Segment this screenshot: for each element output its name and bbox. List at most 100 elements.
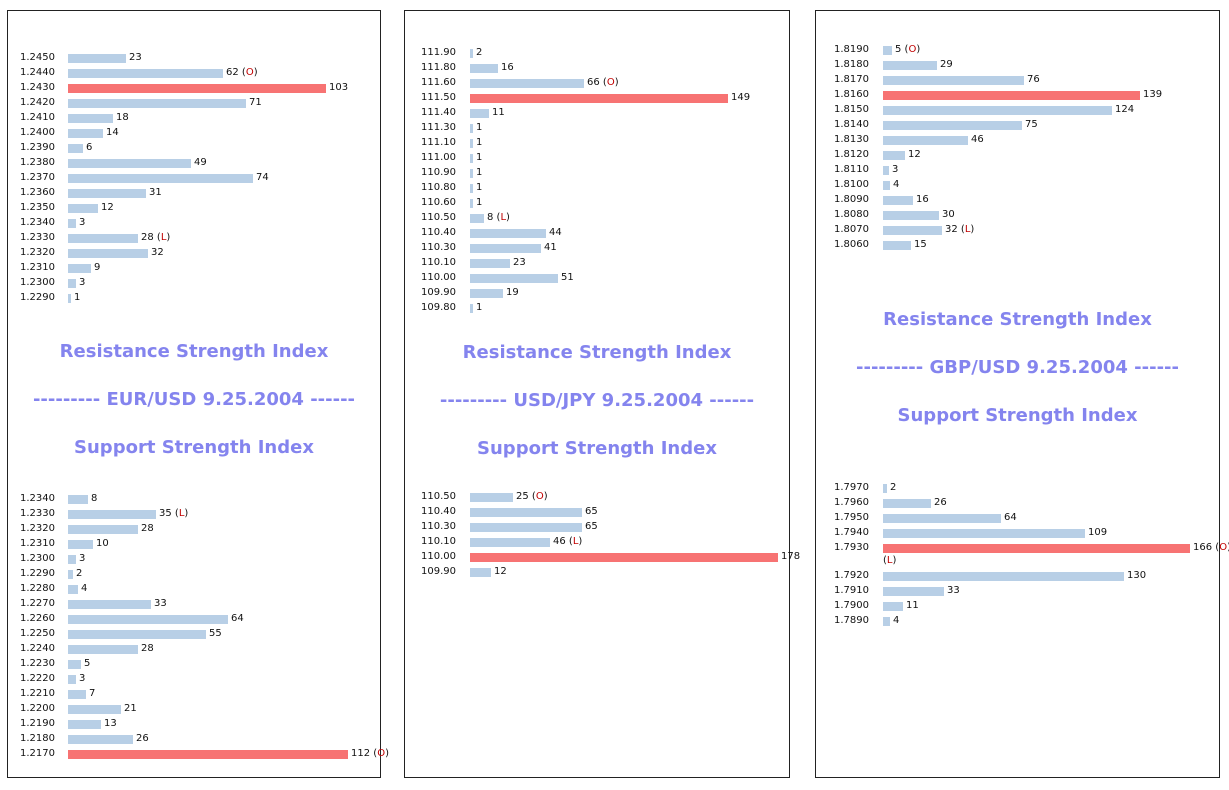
pair-title: --------- USD/JPY 9.25.2004 ------ (439, 390, 755, 411)
strength-bar (68, 99, 246, 108)
strength-value-label: 3 (79, 217, 85, 229)
price-level-label: 1.2320 (20, 523, 55, 534)
strength-value: 3 (79, 673, 86, 684)
strength-value-label: 31 (149, 187, 162, 199)
strength-value: 64 (1004, 512, 1017, 523)
strength-bar (883, 181, 890, 190)
price-level-label: 110.50 (421, 491, 456, 502)
price-level-label: 110.10 (421, 536, 456, 547)
strength-value: 166 (1193, 542, 1213, 553)
strength-bar (68, 234, 138, 243)
resistance-row: 111.60 66 (O) (405, 76, 789, 91)
support-row: 1.2310 10 (8, 537, 380, 552)
price-level-label: 1.8150 (834, 104, 869, 115)
strength-value: 21 (124, 703, 137, 714)
resistance-row: 1.2440 62 (O) (8, 66, 380, 81)
price-level-label: 109.80 (421, 302, 456, 313)
price-level-label: 1.8160 (834, 89, 869, 100)
strength-value: 35 (159, 508, 172, 519)
strength-value-label: 6 (86, 142, 92, 154)
strength-bar (470, 214, 484, 223)
strength-value: 7 (89, 688, 96, 699)
strength-value-label: 71 (249, 97, 262, 109)
resistance-row: 110.40 44 (405, 226, 789, 241)
strength-value-label: 66 (O) (587, 77, 619, 88)
resistance-row: 1.2300 3 (8, 276, 380, 291)
resistance-row: 111.00 1 (405, 151, 789, 166)
strength-value-label: 76 (1027, 74, 1040, 86)
strength-value: 32 (151, 247, 164, 258)
price-level-label: 110.40 (421, 506, 456, 517)
strength-bar (470, 568, 491, 577)
strength-value: 149 (731, 92, 751, 103)
strength-value: 32 (945, 224, 958, 235)
strength-value: 4 (893, 179, 900, 190)
strength-bar (68, 675, 76, 684)
strength-bar (470, 169, 473, 178)
strength-value-label: 3 (892, 164, 898, 176)
price-level-label: 110.30 (421, 242, 456, 253)
strength-value: 30 (942, 209, 955, 220)
strength-value: 4 (893, 615, 900, 626)
support-row: 1.2340 8 (8, 492, 380, 507)
tag-marker: O (377, 748, 386, 759)
price-level-label: 1.8060 (834, 239, 869, 250)
strength-value-label: 1 (476, 167, 482, 179)
price-level-label: 1.2250 (20, 628, 55, 639)
strength-value-label: 3 (79, 277, 85, 289)
resistance-row: 1.2310 9 (8, 261, 380, 276)
resistance-row: 1.8060 15 (816, 238, 1219, 253)
strength-value: 103 (329, 82, 349, 93)
strength-bar (68, 114, 113, 123)
strength-value: 76 (1027, 74, 1040, 85)
price-level-label: 1.2230 (20, 658, 55, 669)
resistance-row: 1.8070 32 (L) (816, 223, 1219, 238)
strength-value: 46 (971, 134, 984, 145)
strength-bar (68, 129, 103, 138)
support-row: 1.7910 33 (816, 584, 1219, 599)
price-level-label: 1.8190 (834, 44, 869, 55)
strength-bar (883, 572, 1124, 581)
strength-bar (470, 304, 473, 313)
price-level-label: 1.2410 (20, 112, 55, 123)
resistance-row: 1.2330 28 (L) (8, 231, 380, 246)
strength-bar (883, 121, 1022, 130)
price-level-label: 1.8140 (834, 119, 869, 130)
strength-bar-max (68, 750, 348, 759)
strength-value: 51 (561, 272, 574, 283)
strength-bar (470, 259, 510, 268)
resistance-heading: Resistance Strength Index (59, 341, 329, 362)
tag-marker: O (606, 77, 615, 88)
strength-bar (68, 279, 76, 288)
resistance-heading: Resistance Strength Index (883, 309, 1152, 330)
price-level-label: 110.30 (421, 521, 456, 532)
strength-bar (68, 630, 206, 639)
strength-value: 109 (1088, 527, 1108, 538)
strength-value-label: 149 (731, 92, 750, 104)
strength-value-label: 18 (116, 112, 129, 124)
strength-value-label: 1 (476, 137, 482, 149)
price-level-label: 1.7910 (834, 585, 869, 596)
resistance-row: 1.2380 49 (8, 156, 380, 171)
resistance-row: 1.2360 31 (8, 186, 380, 201)
strength-value-label: 23 (129, 52, 142, 64)
strength-bar (883, 166, 889, 175)
resistance-row: 110.30 41 (405, 241, 789, 256)
price-level-label: 1.2450 (20, 52, 55, 63)
strength-bar (68, 495, 88, 504)
price-level-label: 1.2390 (20, 142, 55, 153)
resistance-row: 110.80 1 (405, 181, 789, 196)
support-row: 1.7900 11 (816, 599, 1219, 614)
strength-value-label: 16 (501, 62, 514, 74)
support-row: 1.2300 3 (8, 552, 380, 567)
strength-bar (883, 241, 911, 250)
price-level-label: 110.40 (421, 227, 456, 238)
support-row: 1.2260 64 (8, 612, 380, 627)
support-row: 1.2170 112 (O) (8, 747, 389, 762)
strength-bar (883, 106, 1112, 115)
resistance-row: 111.90 2 (405, 46, 789, 61)
support-row: 1.2190 13 (8, 717, 380, 732)
strength-bar (883, 617, 890, 626)
strength-value-label: 64 (231, 613, 244, 625)
strength-bar (470, 139, 473, 148)
